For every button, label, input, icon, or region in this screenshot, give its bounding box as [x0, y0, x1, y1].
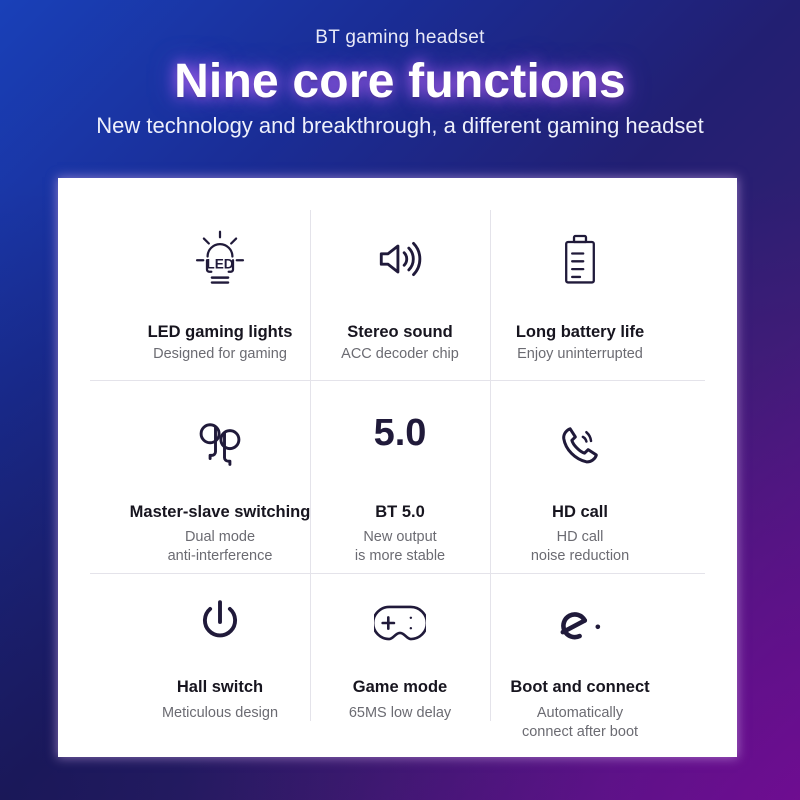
svg-text:LED: LED — [206, 256, 233, 271]
